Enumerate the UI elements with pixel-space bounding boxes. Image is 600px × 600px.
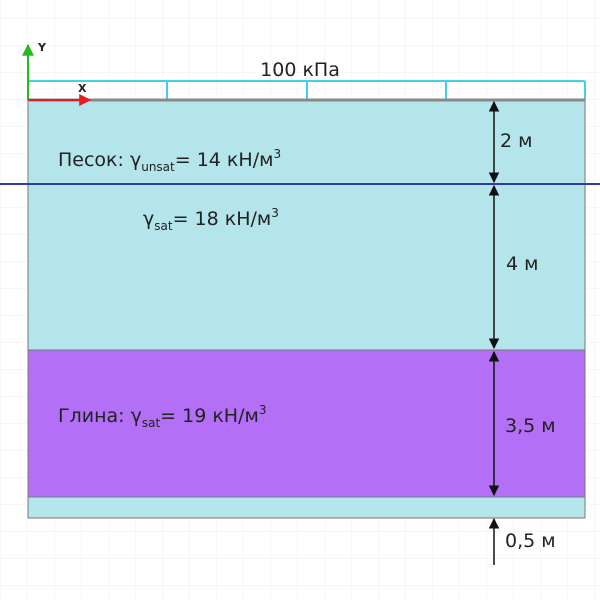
sand-unsat-label: Песок: γunsat= 14 кН/м3 (58, 147, 281, 174)
dimension-label: 3,5 м (505, 415, 556, 437)
label-text: = 18 кН/м (173, 208, 272, 230)
subscript: sat (142, 416, 161, 430)
subscript: sat (154, 219, 173, 233)
x-axis-label: X (78, 82, 87, 95)
label-text: Глина: γ (58, 405, 142, 427)
label-text: Песок: γ (58, 149, 141, 171)
clay-sat-label: Глина: γsat= 19 кН/м3 (58, 403, 266, 430)
superscript: 3 (273, 147, 281, 161)
superscript: 3 (259, 403, 267, 417)
superscript: 3 (271, 206, 279, 220)
dimension-label: 0,5 м (505, 530, 556, 552)
bottom-layer (27, 496, 586, 519)
sand-sat-label: γsat= 18 кН/м3 (143, 206, 279, 233)
subscript: unsat (141, 160, 175, 174)
label-text: γ (143, 208, 154, 230)
label-text: = 14 кН/м (175, 149, 274, 171)
load-label: 100 кПа (260, 59, 340, 81)
dimension-label: 2 м (500, 130, 532, 152)
y-axis-label: Y (37, 41, 47, 54)
label-text: = 19 кН/м (160, 405, 259, 427)
dimension-label: 4 м (506, 253, 538, 275)
